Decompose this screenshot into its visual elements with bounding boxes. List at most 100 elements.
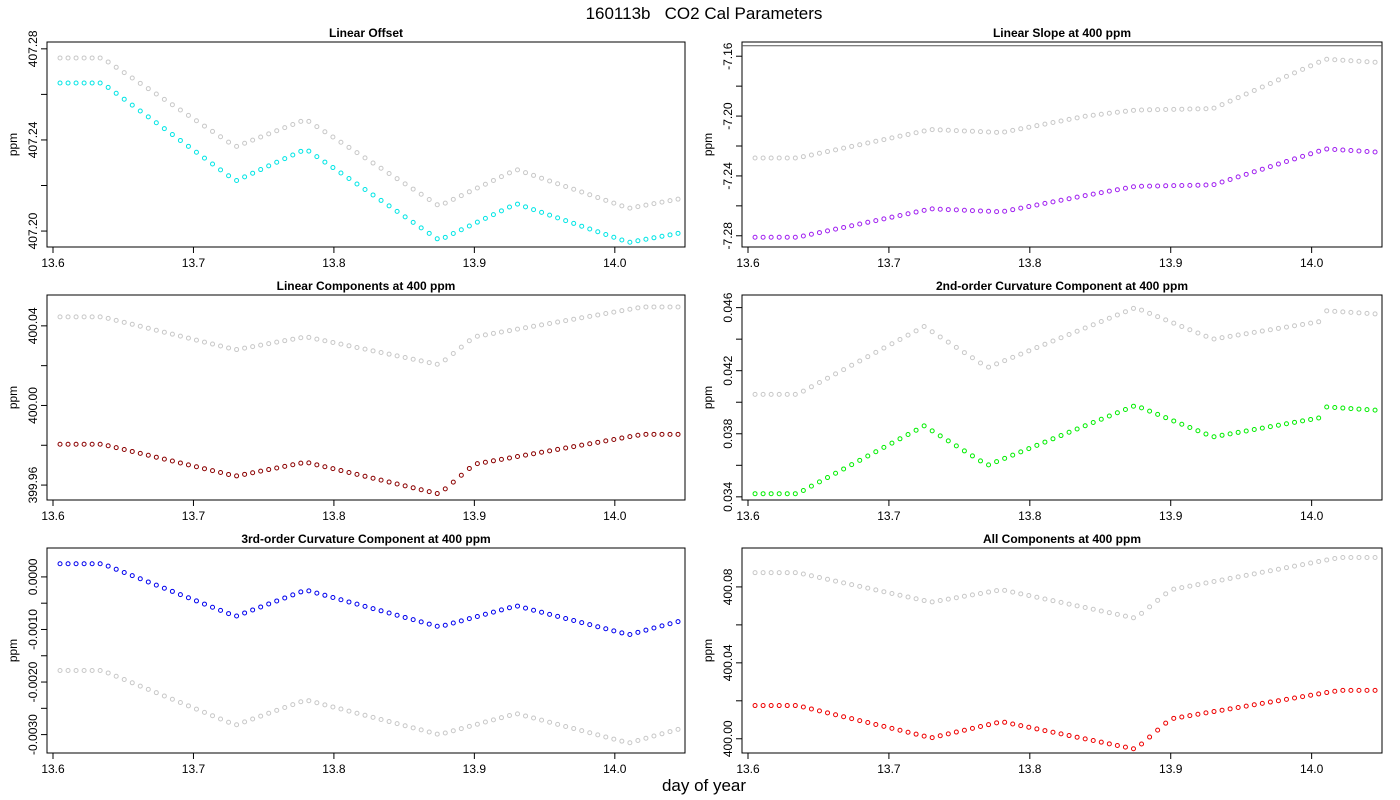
data-point [482,459,488,465]
data-point [515,454,520,460]
data-point [210,161,216,167]
data-point [776,491,782,497]
data-point [603,626,609,632]
data-point [1259,700,1265,706]
data-point [1243,428,1249,434]
data-point [386,351,392,357]
data-point [1332,57,1338,63]
data-point [65,314,71,320]
data-point [370,714,376,720]
data-point [784,491,790,497]
data-point [1308,320,1314,326]
data-point [113,566,119,572]
data-point [1147,107,1153,113]
data-point [1139,610,1145,616]
data-point [800,233,806,239]
data-point [1066,332,1072,338]
data-point [667,304,673,310]
data-point [945,339,951,345]
data-point [760,570,766,576]
data-point [185,595,191,601]
data-point [402,483,408,489]
data-point [474,333,480,339]
data-point [937,733,943,739]
data-point [1114,410,1120,416]
data-point [643,627,649,633]
data-point [1179,183,1185,188]
data-point [994,588,1000,594]
data-point [760,155,766,161]
data-point [611,436,617,442]
data-point [929,329,935,335]
data-point [1155,314,1161,320]
data-point [945,127,951,133]
data-point [370,475,376,481]
series-measured [57,431,681,497]
data-point [458,726,464,732]
data-point [969,128,975,134]
data-point [153,454,159,460]
data-point [571,618,577,624]
data-point [1010,452,1016,458]
data-point [330,595,336,601]
data-point [1106,741,1112,747]
data-point [752,570,758,576]
data-point [81,55,87,61]
data-point [161,96,167,102]
data-point [539,717,545,723]
data-point [466,723,472,729]
data-point [953,344,959,350]
data-point [1364,687,1370,693]
data-point [394,208,400,214]
data-point [1082,423,1088,429]
data-point [426,196,432,202]
data-point [1139,741,1145,747]
data-point [97,80,103,86]
data-point [1058,197,1064,203]
data-point [137,80,143,86]
data-point [667,198,673,204]
data-point [290,152,296,158]
data-point [1356,687,1362,693]
data-point [1283,73,1289,79]
data-point [531,172,537,178]
data-point [65,80,71,86]
data-point [306,460,312,466]
data-point [258,604,264,610]
data-point [1195,182,1201,188]
data-point [81,561,87,567]
data-point [659,623,665,629]
x-tick-label: 14.0 [603,256,627,270]
data-point [579,442,585,448]
data-point [185,112,191,118]
data-point [210,604,216,610]
data-point [1195,711,1201,717]
data-point [1106,315,1112,321]
data-point [841,466,847,472]
data-point [1163,415,1169,421]
data-point [1292,70,1298,76]
data-point [563,184,569,189]
data-point [306,698,312,704]
data-point [153,327,159,333]
data-point [450,231,456,237]
data-point [386,719,392,725]
data-point [1251,427,1257,433]
data-point [298,589,304,595]
data-point [1340,554,1346,560]
data-point [792,703,798,709]
data-point [1283,158,1289,164]
data-point [1324,146,1330,152]
data-point [458,472,464,478]
y-tick-label: 400.04 [721,644,735,681]
data-point [1082,736,1088,742]
data-point [113,445,119,451]
data-point [953,729,959,735]
data-point [89,441,95,447]
data-point [595,624,601,630]
data-point [1243,171,1249,177]
x-tick-label: 13.7 [877,509,901,523]
data-point [145,452,151,458]
data-point [865,354,871,360]
data-point [1163,107,1169,112]
